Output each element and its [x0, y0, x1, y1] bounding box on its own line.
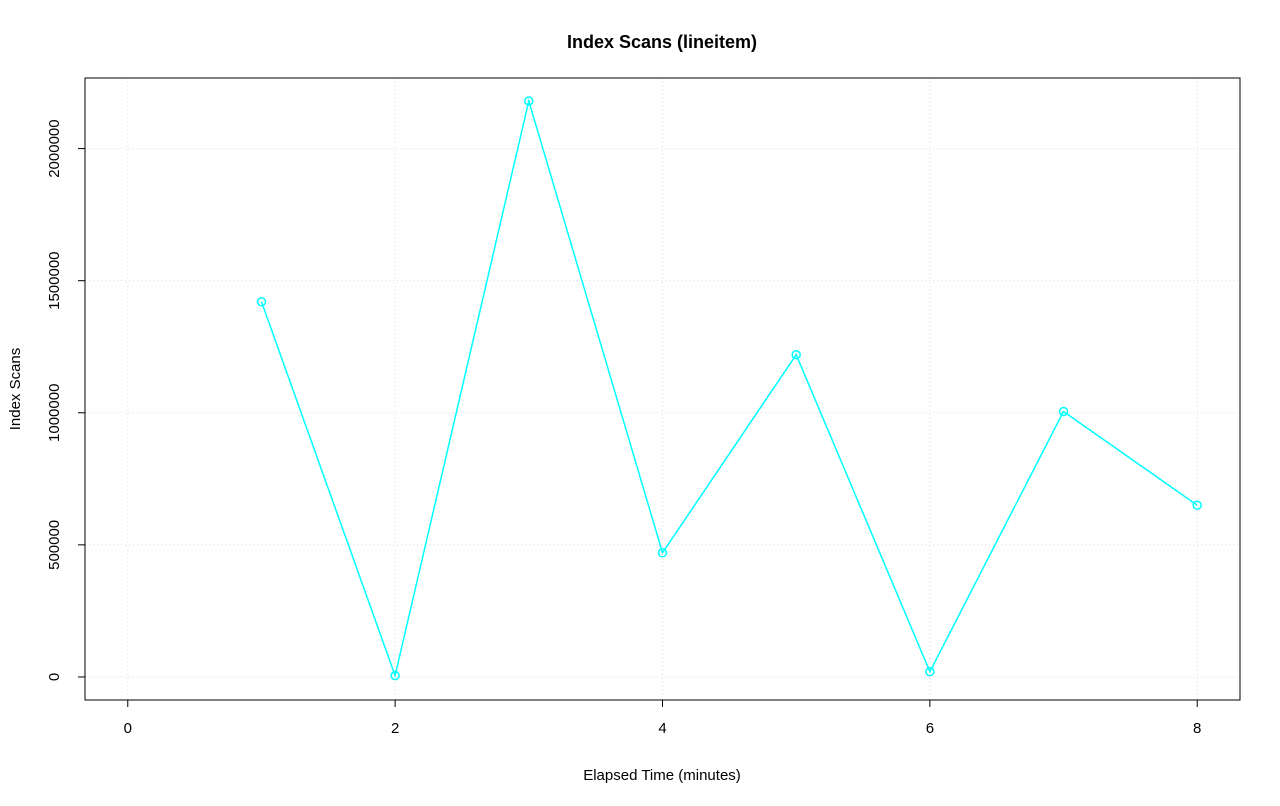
data-point-marker [925, 666, 935, 677]
y-tick-label: 500000 [46, 520, 63, 570]
x-axis-label: Elapsed Time (minutes) [583, 767, 741, 784]
chart-labels: Index Scans (lineitem) Elapsed Time (min… [7, 32, 757, 784]
data-series [256, 96, 1202, 681]
data-point-marker [390, 670, 400, 681]
data-point-marker [1192, 500, 1202, 510]
data-point-marker [256, 297, 267, 307]
plot-frame: 0 2 4 6 8 0 500000 1000000 1500000 2000000 [46, 77, 1241, 737]
y-tick-label: 0 [46, 673, 63, 681]
y-tick-label: 2000000 [46, 119, 63, 177]
x-tick-label: 8 [1193, 720, 1201, 737]
y-tick-label: 1500000 [46, 251, 63, 309]
plot-border [84, 77, 1241, 701]
data-point-marker [657, 548, 668, 558]
chart-title: Index Scans (lineitem) [567, 32, 757, 52]
x-tick-label: 2 [391, 720, 399, 737]
data-point-marker [524, 96, 534, 106]
y-axis-label: Index Scans [7, 348, 24, 431]
data-point-marker [1058, 406, 1069, 417]
data-point-marker [791, 349, 801, 360]
x-tick-label: 0 [124, 720, 132, 737]
y-tick-label: 1000000 [46, 384, 63, 442]
x-tick-label: 4 [658, 720, 666, 737]
x-tick-label: 6 [926, 720, 934, 737]
series-line [260, 98, 1198, 679]
grid-lines [85, 78, 1240, 700]
